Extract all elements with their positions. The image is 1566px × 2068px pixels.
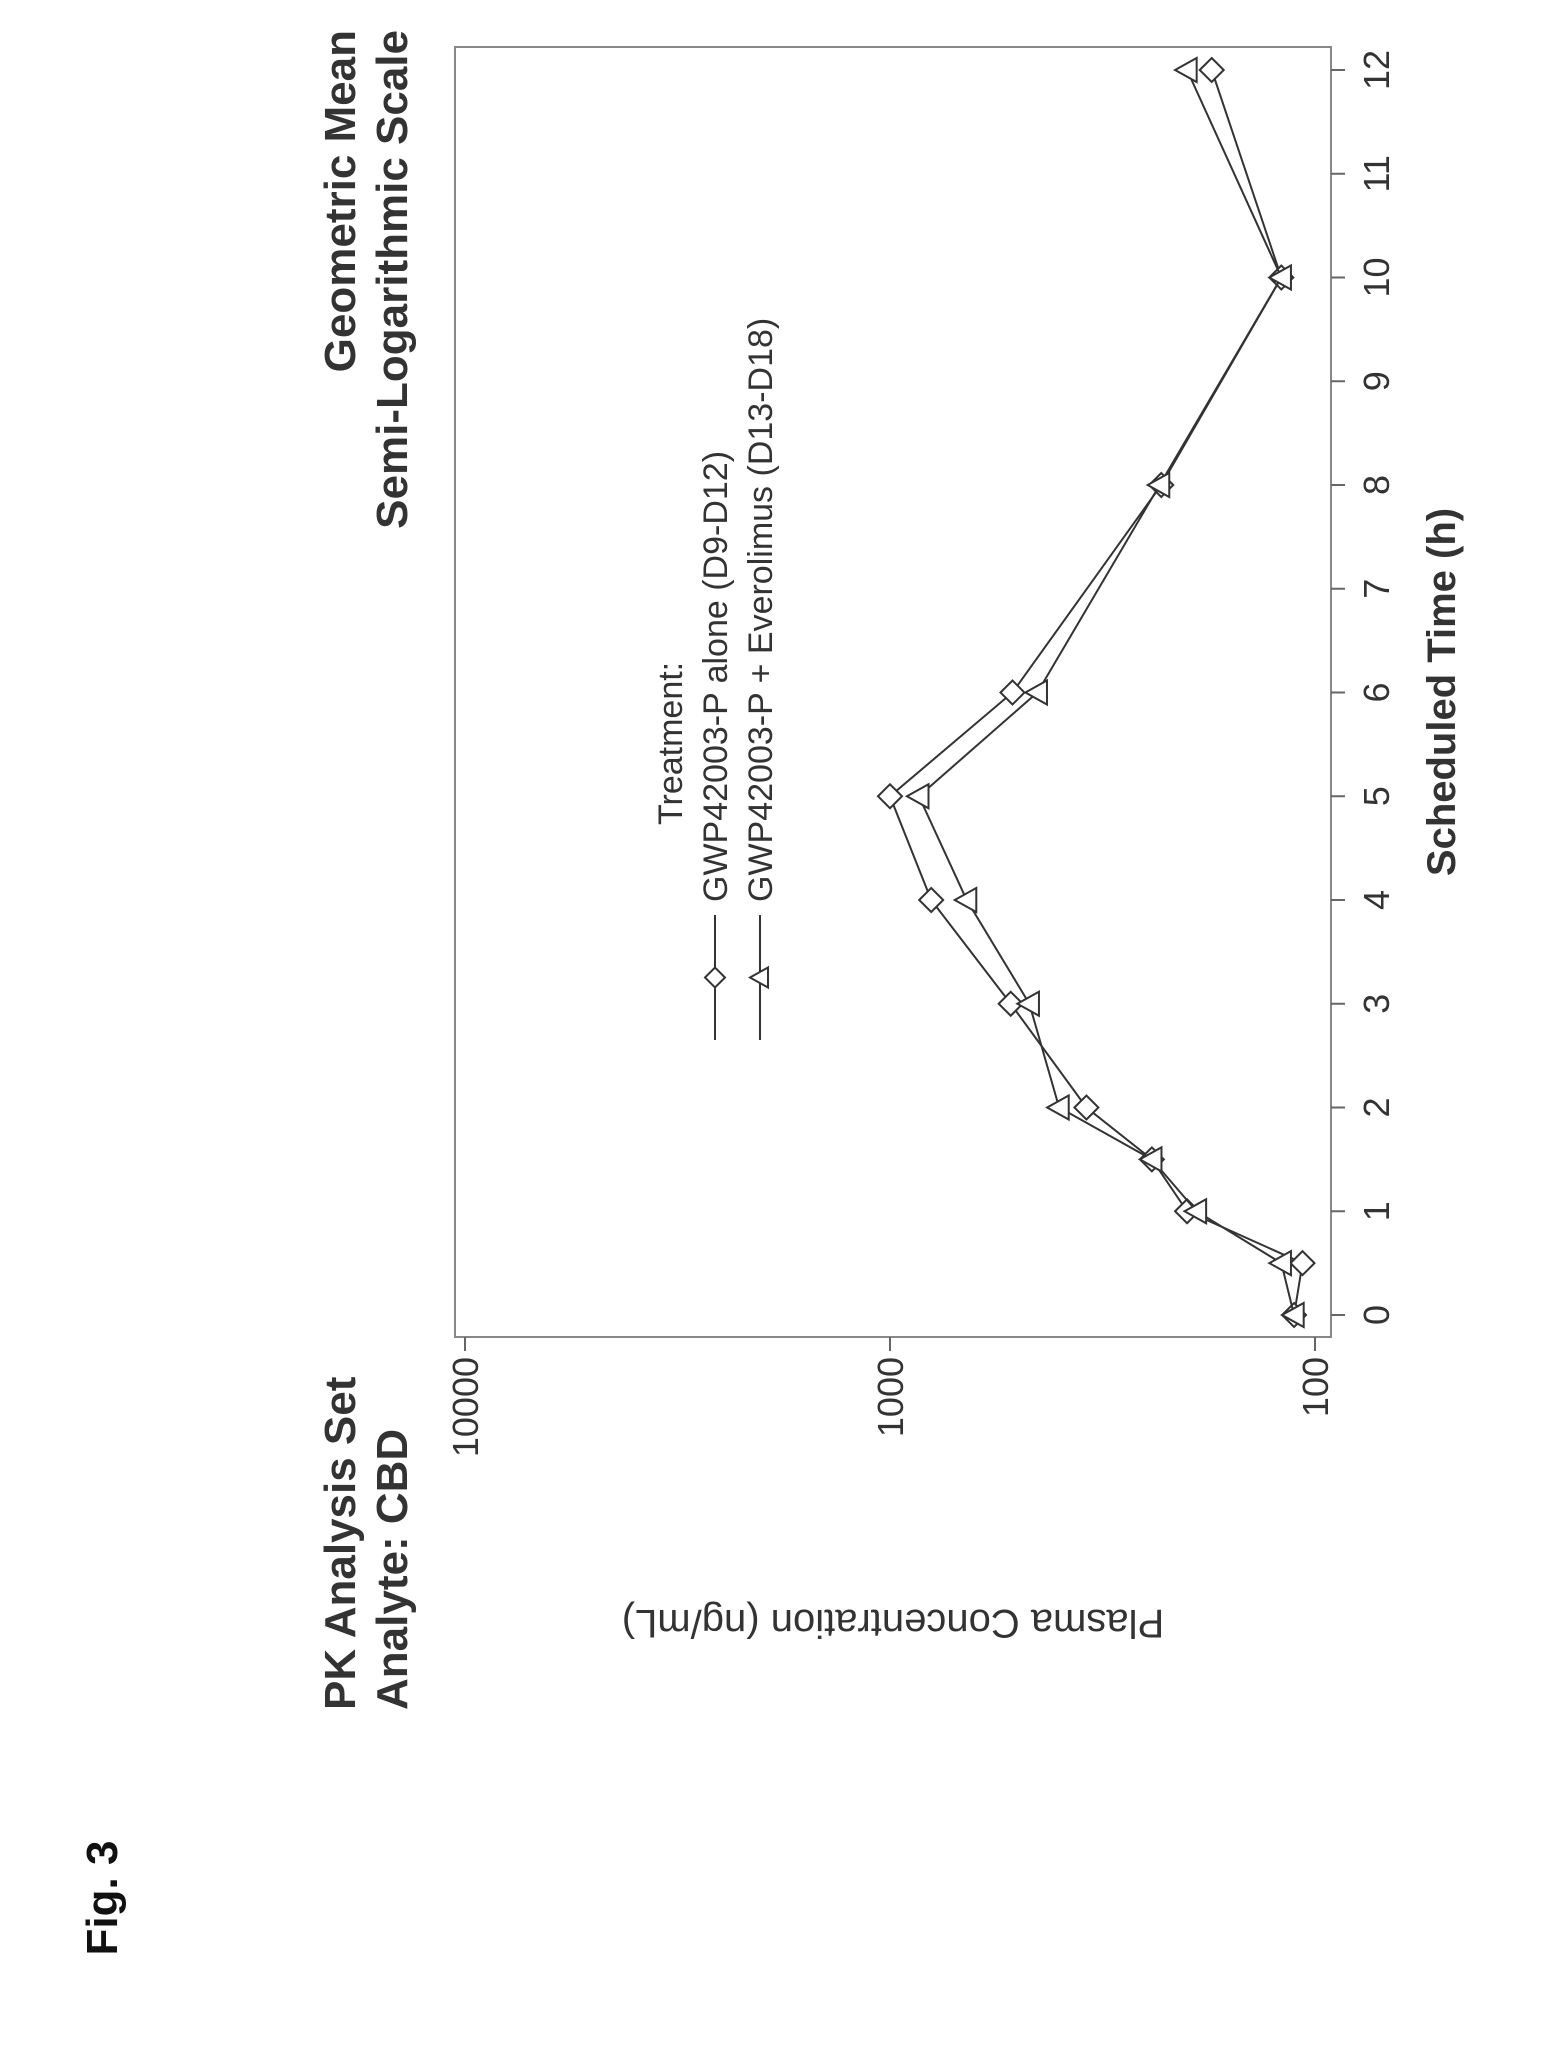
y-axis-title: Plasma Concentration (ng/mL): [622, 1601, 1164, 1645]
legend-label-everolimus: GWP42003-P + Everolimus (D13-D18): [742, 318, 780, 902]
x-tick-label-6: 6: [1356, 682, 1397, 702]
series-1-point-11: [1198, 56, 1226, 84]
y-tick-label-100: 100: [1295, 1357, 1336, 1417]
x-tick-label-8: 8: [1356, 475, 1397, 495]
series-layer: [876, 56, 1316, 1329]
series-2-point-9: [1145, 471, 1171, 499]
legend-entry-alone: GWP42003-P alone (D9-D12): [697, 451, 735, 1040]
x-tick-label-5: 5: [1356, 786, 1397, 806]
x-tick-label-2: 2: [1356, 1097, 1397, 1117]
legend-label-alone: GWP42003-P alone (D9-D12): [697, 451, 735, 902]
legend-marker-triangle: [747, 965, 769, 990]
series-1-point-4: [1073, 1094, 1100, 1121]
series-1-point-6: [917, 886, 945, 914]
series-2-point-2: [1182, 1197, 1208, 1225]
chart: PK Analysis Set Analyte: CBD Geometric M…: [270, 0, 1566, 1940]
series-2-point-10: [1267, 263, 1292, 292]
x-tick-label-9: 9: [1356, 371, 1397, 391]
title-left-line-2: Analyte: CBD: [368, 1429, 417, 1710]
series-2-point-4: [1045, 1093, 1070, 1122]
series-2-point-8: [1023, 678, 1048, 707]
series-2-point-0: [1280, 1301, 1305, 1329]
y-tick-label-1000: 1000: [870, 1357, 911, 1437]
legend-marker-diamond: [703, 966, 727, 989]
series-2-point-5: [1015, 990, 1040, 1018]
x-tick-label-3: 3: [1356, 994, 1397, 1014]
x-tick-label-1: 1: [1356, 1201, 1397, 1221]
x-tick-label-10: 10: [1356, 257, 1397, 297]
legend-entry-everolimus: GWP42003-P + Everolimus (D13-D18): [742, 318, 780, 1040]
title-right-line-2: Semi-Logarithmic Scale: [368, 30, 417, 529]
x-tick-label-0: 0: [1356, 1305, 1397, 1325]
y-tick-label-10000: 10000: [445, 1357, 486, 1457]
series-2-point-1: [1267, 1249, 1292, 1277]
title-left-line-1: PK Analysis Set: [316, 1376, 365, 1710]
x-tick-label-12: 12: [1356, 50, 1397, 90]
plot-frame: [454, 46, 1332, 1338]
x-tick-label-4: 4: [1356, 890, 1397, 910]
x-tick-label-7: 7: [1356, 579, 1397, 599]
series-2-point-6: [952, 886, 978, 914]
series-2-point-7: [904, 782, 930, 810]
series-1-point-1: [1289, 1249, 1316, 1277]
series-2-point-11: [1173, 56, 1198, 84]
title-right-line-1: Geometric Mean: [316, 30, 365, 372]
x-tick-label-11: 11: [1356, 155, 1397, 192]
legend-title: Treatment:: [652, 662, 690, 825]
figure-label: Fig. 3: [78, 1840, 127, 1956]
series-2-point-3: [1137, 1145, 1163, 1174]
chart-svg: PK Analysis Set Analyte: CBD Geometric M…: [316, 30, 1464, 1710]
series-1-point-7: [876, 782, 904, 810]
series-line-2: [917, 69, 1296, 1316]
x-axis-title: Scheduled Time (h): [1420, 508, 1464, 876]
